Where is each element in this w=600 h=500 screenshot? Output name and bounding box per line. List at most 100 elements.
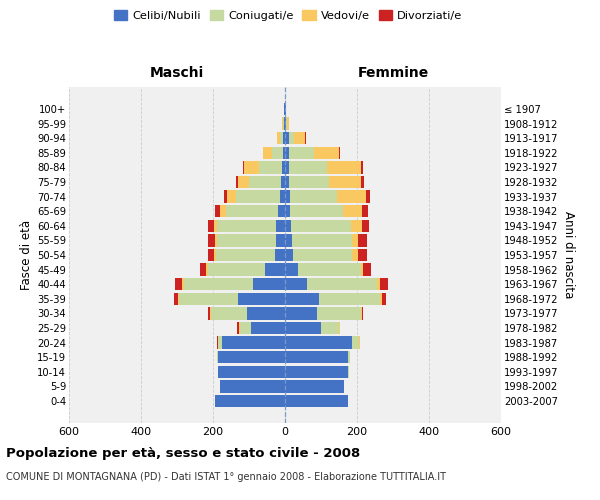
- Bar: [343, 205, 362, 218]
- Bar: [200, 264, 206, 276]
- Bar: [285, 234, 292, 246]
- Bar: [184, 278, 253, 290]
- Bar: [215, 395, 285, 407]
- Bar: [259, 161, 282, 173]
- Bar: [362, 220, 369, 232]
- Bar: [284, 102, 285, 115]
- Bar: [337, 190, 366, 203]
- Bar: [339, 322, 340, 334]
- Bar: [285, 292, 319, 305]
- Bar: [294, 132, 305, 144]
- Bar: [208, 234, 215, 246]
- Bar: [236, 176, 238, 188]
- Bar: [351, 220, 362, 232]
- Bar: [283, 146, 285, 159]
- Bar: [218, 336, 222, 349]
- Y-axis label: Anni di nascita: Anni di nascita: [562, 212, 575, 298]
- Bar: [238, 176, 249, 188]
- Bar: [217, 220, 276, 232]
- Bar: [358, 234, 367, 246]
- Bar: [276, 234, 285, 246]
- Legend: Celibi/Nubili, Coniugati/e, Vedovi/e, Divorziati/e: Celibi/Nubili, Coniugati/e, Vedovi/e, Di…: [109, 6, 467, 25]
- Bar: [175, 292, 178, 305]
- Bar: [182, 278, 184, 290]
- Bar: [215, 249, 275, 261]
- Bar: [289, 176, 329, 188]
- Bar: [327, 161, 361, 173]
- Bar: [362, 307, 364, 320]
- Bar: [358, 249, 367, 261]
- Bar: [179, 292, 238, 305]
- Text: Femmine: Femmine: [358, 66, 428, 80]
- Bar: [284, 118, 285, 130]
- Bar: [220, 205, 226, 218]
- Bar: [329, 176, 361, 188]
- Bar: [218, 366, 285, 378]
- Bar: [238, 292, 285, 305]
- Bar: [298, 264, 361, 276]
- Bar: [362, 205, 368, 218]
- Bar: [285, 322, 321, 334]
- Bar: [281, 176, 285, 188]
- Bar: [352, 234, 358, 246]
- Bar: [218, 351, 285, 364]
- Bar: [208, 307, 211, 320]
- Bar: [364, 264, 371, 276]
- Bar: [285, 161, 289, 173]
- Bar: [240, 322, 251, 334]
- Bar: [292, 220, 351, 232]
- Bar: [359, 336, 360, 349]
- Bar: [217, 351, 218, 364]
- Bar: [352, 336, 359, 349]
- Bar: [285, 102, 286, 115]
- Bar: [339, 146, 340, 159]
- Bar: [366, 190, 370, 203]
- Bar: [249, 176, 281, 188]
- Bar: [178, 292, 179, 305]
- Bar: [238, 322, 239, 334]
- Bar: [285, 366, 348, 378]
- Bar: [285, 336, 352, 349]
- Bar: [277, 132, 280, 144]
- Bar: [214, 249, 215, 261]
- Bar: [361, 161, 363, 173]
- Bar: [217, 234, 276, 246]
- Bar: [265, 264, 285, 276]
- Bar: [285, 249, 293, 261]
- Bar: [290, 205, 343, 218]
- Bar: [283, 132, 285, 144]
- Bar: [307, 278, 377, 290]
- Bar: [285, 190, 290, 203]
- Text: Maschi: Maschi: [150, 66, 204, 80]
- Bar: [220, 380, 285, 392]
- Bar: [287, 118, 289, 130]
- Y-axis label: Fasce di età: Fasce di età: [20, 220, 33, 290]
- Bar: [280, 190, 285, 203]
- Bar: [206, 264, 208, 276]
- Bar: [290, 190, 337, 203]
- Bar: [282, 161, 285, 173]
- Bar: [275, 249, 285, 261]
- Bar: [251, 322, 285, 334]
- Bar: [285, 278, 307, 290]
- Bar: [314, 146, 339, 159]
- Bar: [380, 292, 382, 305]
- Bar: [293, 249, 352, 261]
- Bar: [280, 132, 283, 144]
- Bar: [224, 190, 227, 203]
- Bar: [292, 234, 352, 246]
- Bar: [380, 278, 388, 290]
- Bar: [236, 190, 280, 203]
- Bar: [227, 190, 236, 203]
- Bar: [289, 161, 327, 173]
- Bar: [278, 205, 285, 218]
- Bar: [348, 366, 349, 378]
- Bar: [352, 249, 358, 261]
- Bar: [285, 220, 292, 232]
- Bar: [208, 220, 214, 232]
- Bar: [377, 278, 380, 290]
- Bar: [285, 380, 344, 392]
- Bar: [285, 146, 289, 159]
- Bar: [348, 351, 350, 364]
- Bar: [382, 292, 386, 305]
